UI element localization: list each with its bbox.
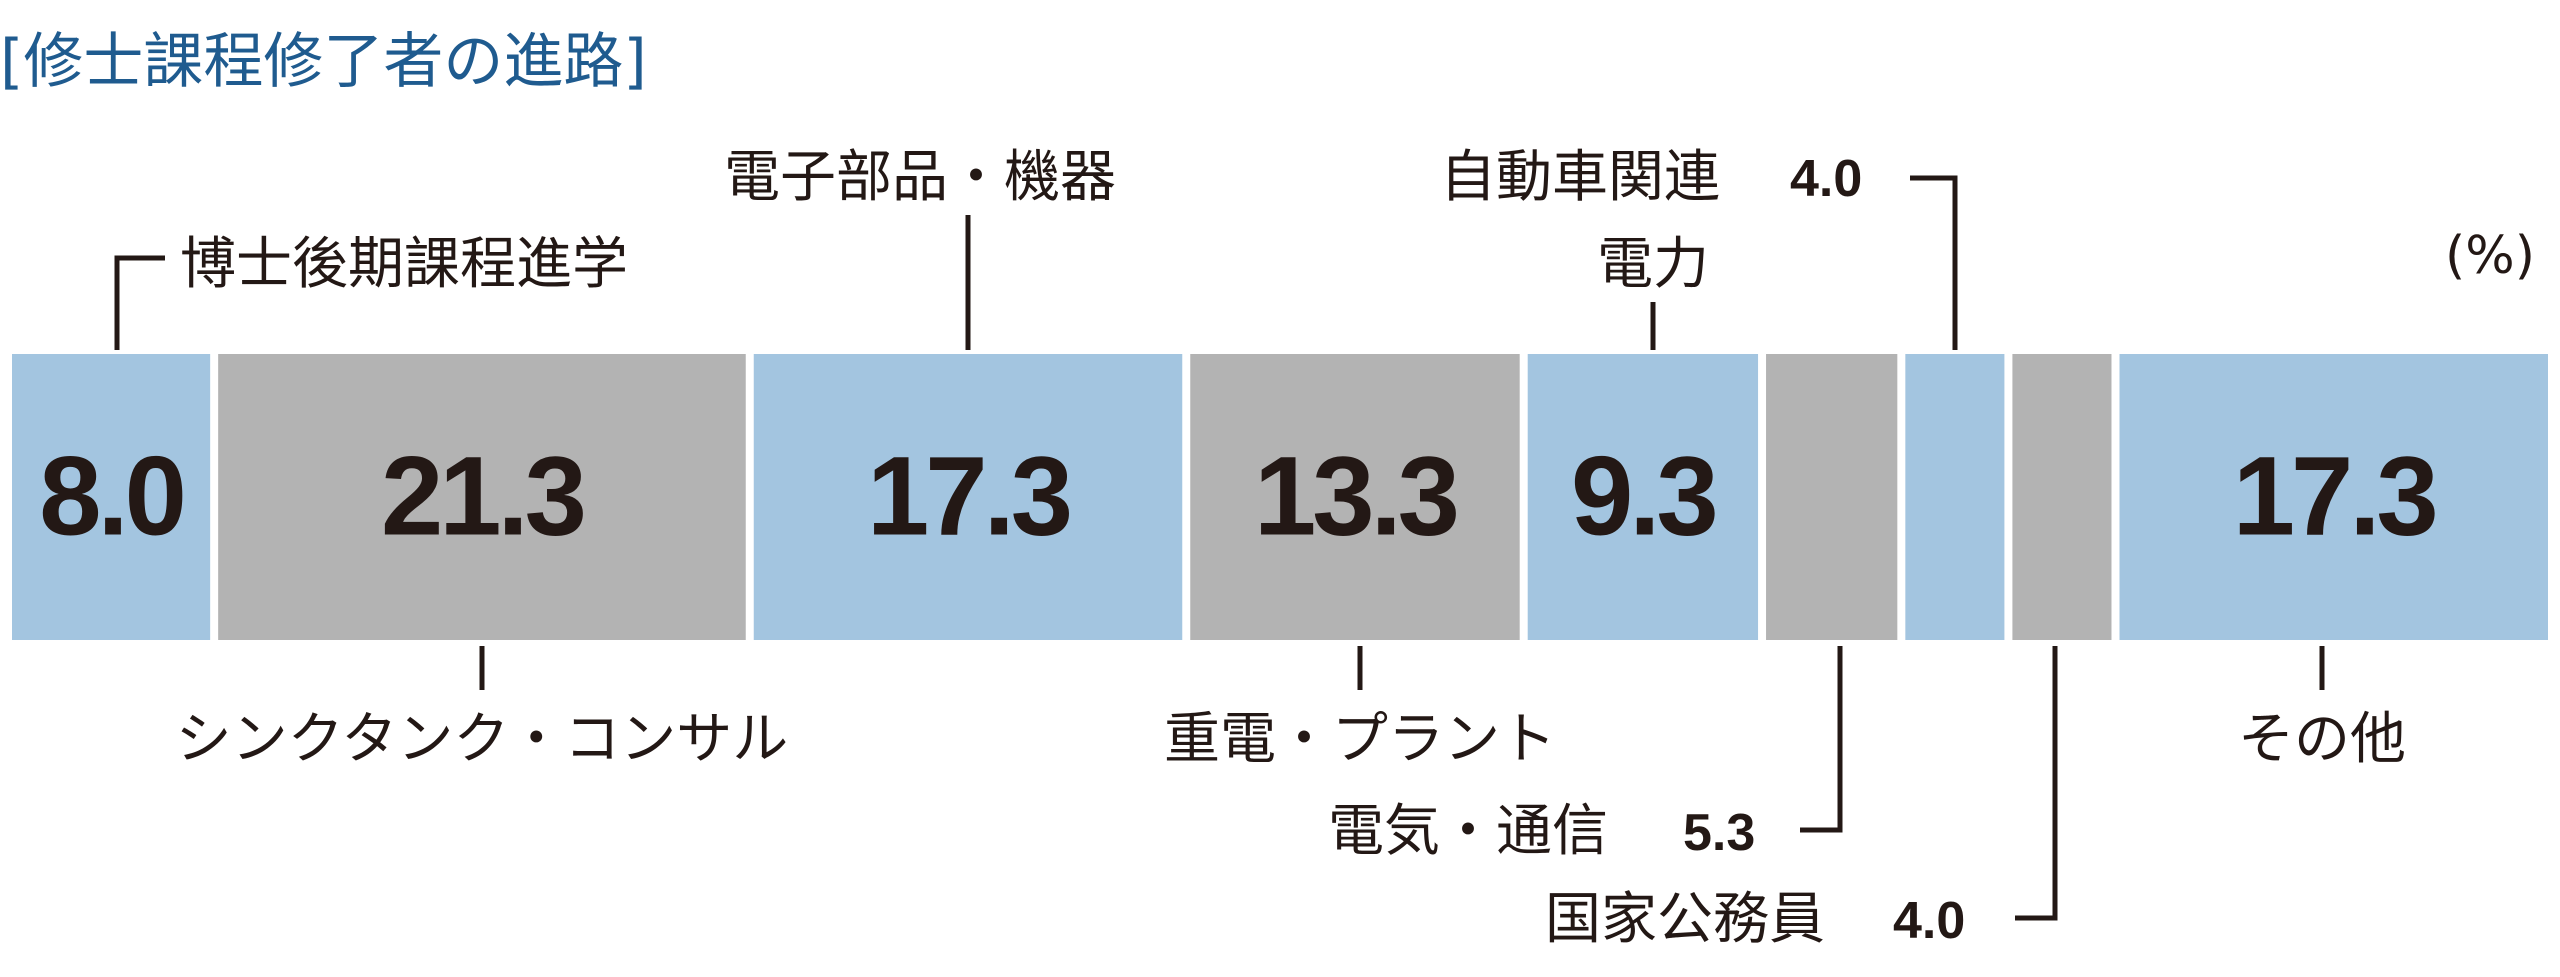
label-power: 電力 <box>1597 232 1709 297</box>
bar-segment-5 <box>1766 354 1898 640</box>
leader-line-doctoral <box>114 255 165 350</box>
label-doctoral: 博士後期課程進学 <box>180 232 628 297</box>
value-label-2: 17.3 <box>867 434 1070 559</box>
value-label-0: 8.0 <box>39 434 183 559</box>
value-label-3: 13.3 <box>1254 434 1457 559</box>
leader-line-telecom <box>1800 646 1843 833</box>
unit-label: (%) <box>2445 226 2535 286</box>
label-telecom: 電気・通信 <box>1328 799 1608 864</box>
bar-segment-1 <box>218 354 746 640</box>
leader-lines <box>114 175 2325 921</box>
bar-segments <box>12 354 2548 640</box>
leader-line-automotive <box>1910 175 1958 350</box>
bar-segment-2 <box>753 354 1183 640</box>
value-label-1: 21.3 <box>381 434 584 559</box>
bar-segment-0 <box>12 354 211 640</box>
label-thinktank: シンクタンク・コンサル <box>176 707 789 772</box>
value-telecom: 5.3 <box>1683 804 1755 862</box>
value-label-8: 17.3 <box>2233 434 2436 559</box>
value-labels: 8.0 21.3 17.3 13.3 9.3 17.3 <box>39 434 2439 559</box>
bar-segment-4 <box>1527 354 1759 640</box>
bar-segment-6 <box>1905 354 2005 640</box>
label-other: その他 <box>2238 707 2406 772</box>
chart-title: [修士課程修了者の進路] <box>0 27 647 97</box>
bar-segment-7 <box>2012 354 2112 640</box>
label-automotive: 自動車関連 <box>1440 145 1720 210</box>
bar-segment-3 <box>1190 354 1520 640</box>
label-civil-servant: 国家公務員 <box>1545 887 1825 952</box>
label-heavy-electric: 重電・プラント <box>1164 707 1556 772</box>
leader-line-civil-servant <box>2015 646 2058 921</box>
bar-segment-8 <box>2119 354 2548 640</box>
value-label-4: 9.3 <box>1571 434 1715 559</box>
value-automotive: 4.0 <box>1790 150 1862 208</box>
label-electronics: 電子部品・機器 <box>724 145 1116 210</box>
value-civil-servant: 4.0 <box>1893 892 1965 950</box>
